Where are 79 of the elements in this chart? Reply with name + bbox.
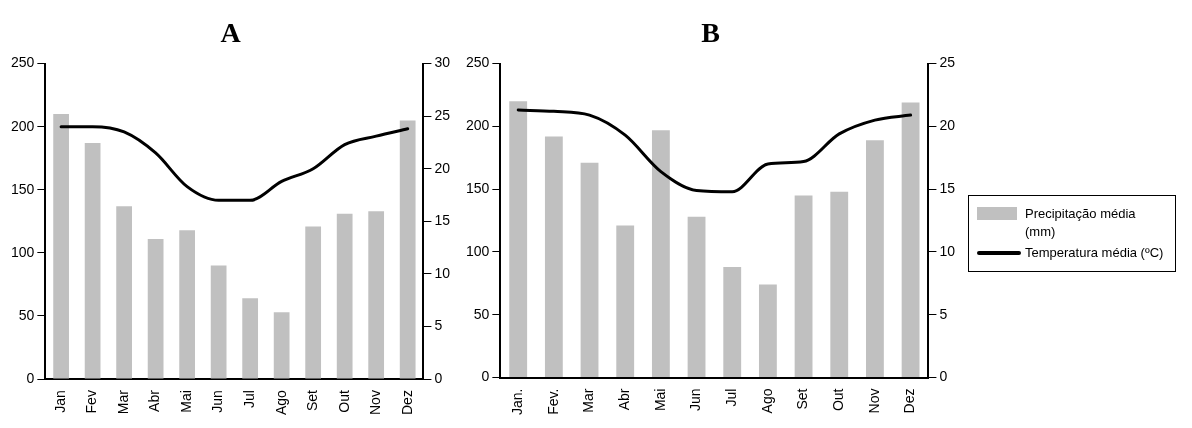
x-tick-label: Out [335,389,352,413]
y2-tick-label: 25 [939,54,956,71]
x-tick-label: Jun [687,388,704,412]
bar [616,225,635,378]
bar [509,101,528,378]
y2-tick-label: 10 [939,242,956,259]
x-tick-label: Dez [398,390,415,415]
x-tick-label: Mai [651,388,668,412]
bar [580,162,599,378]
y2-tick-label: 0 [434,369,443,386]
bar [305,226,322,379]
y2-tick-label: 20 [434,159,451,176]
y2-tick-label: 15 [939,180,956,197]
x-tick-label: Set [304,389,321,412]
bar [336,213,353,379]
x-tick-label: Fev. [544,388,561,415]
x-tick-label: Jun [209,390,226,413]
y2-tick-label: 5 [434,317,443,334]
y2-tick-label: 10 [434,264,451,281]
x-tick-label: Out [830,388,847,412]
y-tick-label: 200 [466,117,490,134]
line-series [516,108,913,194]
bar [368,211,385,379]
bar [830,191,849,378]
x-tick-label: Abr [616,388,633,411]
bar [866,140,884,378]
bar [794,195,813,378]
y2-tick-label: 0 [939,368,948,385]
bar [116,206,132,379]
x-tick-label: Ago [758,388,775,414]
x-tick-label: Mar [114,389,131,415]
y-tick-label: 150 [11,180,35,197]
bar [901,102,920,378]
chart-title: A [220,17,242,49]
bar [273,312,290,379]
bar [544,136,563,378]
y-tick-label: 50 [18,306,35,323]
bar [53,114,69,379]
legend-label: Temperatura média (ºC) [1025,243,1164,262]
chart-title: B [701,17,720,49]
x-tick-label: Dez [901,388,918,414]
x-tick-label: Ago [272,389,289,416]
y-tick-label: 200 [11,117,35,134]
y2-tick-label: 15 [434,212,451,229]
x-tick-label: Jul [241,390,258,408]
x-tick-label: Set [794,388,811,410]
y-tick-label: 250 [466,54,490,71]
bar [723,267,742,378]
y2-tick-label: 20 [939,117,956,134]
x-tick-label: Abr [146,389,163,412]
bar [399,120,416,379]
x-tick-label: Jul [723,388,740,407]
bar [242,298,259,379]
x-tick-label: Mar [580,388,597,413]
y-tick-label: 0 [481,368,490,385]
y-tick-label: 100 [11,243,35,260]
bar [147,239,164,379]
x-tick-label: Fev [83,390,100,414]
x-tick-label: Mai [177,390,194,413]
x-tick-label: Nov [865,388,882,414]
legend-label: Precipitação média (mm) [1025,204,1137,241]
bar [758,284,777,378]
y-tick-label: 100 [466,242,490,259]
bar [84,143,101,379]
x-tick-label: Jan. [509,388,526,416]
y-tick-label: 250 [11,54,35,71]
bar [179,230,196,379]
y2-tick-label: 30 [434,54,451,71]
y-tick-label: 150 [466,180,490,197]
y2-tick-label: 5 [939,305,948,322]
bar [687,216,706,378]
y-tick-label: 50 [473,305,490,322]
bar [210,265,227,379]
bar [651,130,670,378]
y2-tick-label: 25 [434,107,451,124]
x-tick-label: Jan [51,390,68,413]
line-series [59,125,410,202]
y-tick-label: 0 [26,369,35,386]
x-tick-label: Nov [367,390,384,415]
